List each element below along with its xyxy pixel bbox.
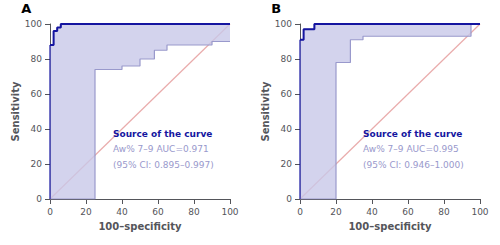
svg-text:Sensitivity: Sensitivity: [10, 81, 21, 141]
svg-text:40: 40: [31, 124, 43, 134]
svg-text:60: 60: [31, 89, 43, 99]
svg-text:100–specificity: 100–specificity: [98, 221, 182, 232]
svg-text:Aw% 7–9 AUC=0.995: Aw% 7–9 AUC=0.995: [363, 144, 459, 154]
svg-text:20: 20: [281, 159, 293, 169]
svg-text:40: 40: [116, 207, 128, 217]
svg-text:20: 20: [80, 207, 92, 217]
svg-text:20: 20: [31, 159, 43, 169]
svg-text:40: 40: [281, 124, 293, 134]
svg-text:40: 40: [366, 207, 378, 217]
svg-text:Sensitivity: Sensitivity: [260, 81, 271, 141]
svg-text:0: 0: [47, 207, 53, 217]
svg-text:100–specificity: 100–specificity: [348, 221, 432, 232]
svg-text:Source of the curve: Source of the curve: [113, 129, 212, 139]
svg-text:B: B: [271, 1, 281, 16]
svg-text:100: 100: [471, 207, 488, 217]
svg-text:(95% CI: 0.946–1.000): (95% CI: 0.946–1.000): [363, 160, 464, 170]
svg-text:80: 80: [31, 54, 43, 64]
svg-text:20: 20: [330, 207, 342, 217]
svg-text:Aw% 7–9 AUC=0.971: Aw% 7–9 AUC=0.971: [113, 144, 209, 154]
svg-text:Source of the curve: Source of the curve: [363, 129, 462, 139]
svg-text:100: 100: [25, 19, 42, 29]
svg-text:A: A: [21, 1, 31, 16]
svg-text:80: 80: [438, 207, 450, 217]
svg-text:80: 80: [188, 207, 200, 217]
svg-text:60: 60: [281, 89, 293, 99]
svg-text:0: 0: [36, 194, 42, 204]
svg-text:(95% CI: 0.895–0.997): (95% CI: 0.895–0.997): [113, 160, 214, 170]
svg-text:0: 0: [297, 207, 303, 217]
svg-text:100: 100: [275, 19, 292, 29]
svg-text:60: 60: [402, 207, 414, 217]
svg-text:60: 60: [152, 207, 164, 217]
svg-text:100: 100: [221, 207, 238, 217]
svg-text:0: 0: [286, 194, 292, 204]
svg-text:80: 80: [281, 54, 293, 64]
